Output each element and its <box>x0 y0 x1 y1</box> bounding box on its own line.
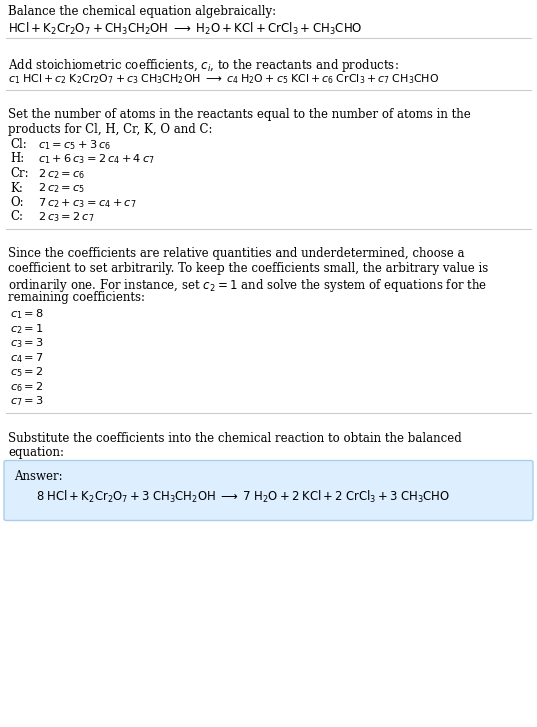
Text: K:: K: <box>10 182 23 195</box>
Text: Cl:: Cl: <box>10 138 27 151</box>
Text: $c_4 = 7$: $c_4 = 7$ <box>10 351 44 365</box>
Text: $c_1\;\mathrm{HCl} + c_2\;\mathrm{K_2Cr_2O_7} + c_3\;\mathrm{CH_3CH_2OH} \;\long: $c_1\;\mathrm{HCl} + c_2\;\mathrm{K_2Cr_… <box>8 72 439 86</box>
Text: $c_1 + 6\,c_3 = 2\,c_4 + 4\,c_7$: $c_1 + 6\,c_3 = 2\,c_4 + 4\,c_7$ <box>38 153 155 166</box>
Text: $c_7 = 3$: $c_7 = 3$ <box>10 395 44 409</box>
Text: $c_1 = c_5 + 3\,c_6$: $c_1 = c_5 + 3\,c_6$ <box>38 138 111 152</box>
Text: $c_6 = 2$: $c_6 = 2$ <box>10 380 43 394</box>
Text: $2\,c_3 = 2\,c_7$: $2\,c_3 = 2\,c_7$ <box>38 211 95 225</box>
Text: $2\,c_2 = c_6$: $2\,c_2 = c_6$ <box>38 167 85 181</box>
Text: $c_3 = 3$: $c_3 = 3$ <box>10 337 44 350</box>
Text: Balance the chemical equation algebraically:: Balance the chemical equation algebraica… <box>8 5 276 18</box>
Text: coefficient to set arbitrarily. To keep the coefficients small, the arbitrary va: coefficient to set arbitrarily. To keep … <box>8 262 488 275</box>
Text: Set the number of atoms in the reactants equal to the number of atoms in the: Set the number of atoms in the reactants… <box>8 108 471 121</box>
Text: Substitute the coefficients into the chemical reaction to obtain the balanced: Substitute the coefficients into the che… <box>8 432 462 444</box>
Text: equation:: equation: <box>8 446 64 459</box>
Text: H:: H: <box>10 153 24 166</box>
Text: O:: O: <box>10 196 24 209</box>
Text: products for Cl, H, Cr, K, O and C:: products for Cl, H, Cr, K, O and C: <box>8 123 213 135</box>
Text: ordinarily one. For instance, set $c_2 = 1$ and solve the system of equations fo: ordinarily one. For instance, set $c_2 =… <box>8 276 487 294</box>
Text: C:: C: <box>10 211 23 223</box>
Text: $7\,c_2 + c_3 = c_4 + c_7$: $7\,c_2 + c_3 = c_4 + c_7$ <box>38 196 136 210</box>
Text: $c_2 = 1$: $c_2 = 1$ <box>10 322 43 336</box>
Text: remaining coefficients:: remaining coefficients: <box>8 291 145 304</box>
Text: $c_1 = 8$: $c_1 = 8$ <box>10 308 44 321</box>
Text: $2\,c_2 = c_5$: $2\,c_2 = c_5$ <box>38 182 85 196</box>
FancyBboxPatch shape <box>4 460 533 521</box>
Text: Answer:: Answer: <box>14 470 63 483</box>
Text: $\mathrm{HCl + K_2Cr_2O_7 + CH_3CH_2OH} \;\longrightarrow\; \mathrm{H_2O + KCl +: $\mathrm{HCl + K_2Cr_2O_7 + CH_3CH_2OH} … <box>8 20 362 36</box>
Text: $8\;\mathrm{HCl} + \mathrm{K_2Cr_2O_7} + 3\;\mathrm{CH_3CH_2OH} \;\longrightarro: $8\;\mathrm{HCl} + \mathrm{K_2Cr_2O_7} +… <box>36 489 450 505</box>
Text: $c_5 = 2$: $c_5 = 2$ <box>10 366 43 379</box>
Text: Since the coefficients are relative quantities and underdetermined, choose a: Since the coefficients are relative quan… <box>8 247 465 260</box>
Text: Add stoichiometric coefficients, $c_i$, to the reactants and products:: Add stoichiometric coefficients, $c_i$, … <box>8 57 399 73</box>
Text: Cr:: Cr: <box>10 167 28 180</box>
